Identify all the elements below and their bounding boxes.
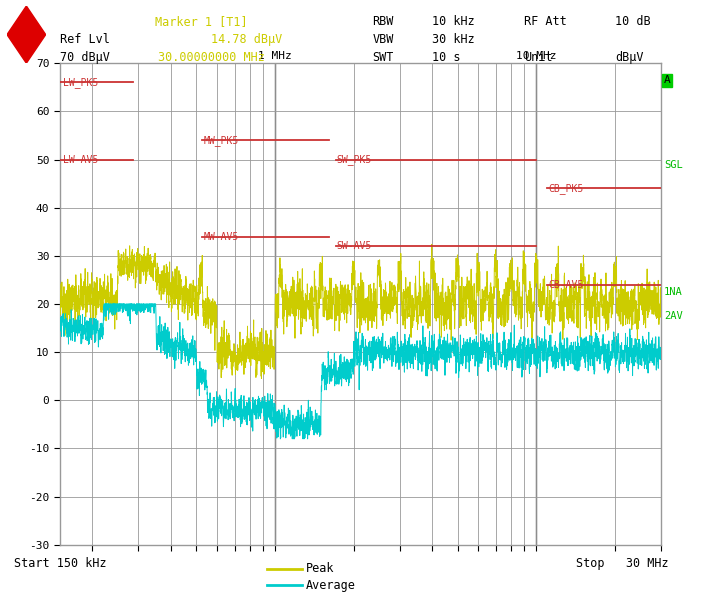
Text: SWT: SWT	[373, 51, 394, 64]
Text: SW_PK5: SW_PK5	[337, 154, 372, 165]
Polygon shape	[7, 6, 46, 63]
Text: Average: Average	[306, 579, 356, 592]
Text: MW-AV5: MW-AV5	[204, 232, 239, 241]
Text: VBW: VBW	[373, 33, 394, 46]
Text: Marker 1 [T1]: Marker 1 [T1]	[155, 15, 247, 28]
Text: Peak: Peak	[306, 562, 335, 576]
Text: A: A	[664, 75, 671, 85]
Text: Start 150 kHz: Start 150 kHz	[14, 557, 107, 570]
Text: MW_PK5: MW_PK5	[204, 135, 239, 146]
Text: Unit: Unit	[524, 51, 553, 64]
Text: SW-AV5: SW-AV5	[337, 241, 372, 251]
Text: Stop   30 MHz: Stop 30 MHz	[576, 557, 669, 570]
Text: 1 MHz: 1 MHz	[258, 51, 292, 61]
Text: 14.78 dBµV: 14.78 dBµV	[211, 33, 282, 46]
Text: CB-AV5: CB-AV5	[548, 280, 583, 290]
Text: 10 MHz: 10 MHz	[516, 51, 557, 61]
Text: 2AV: 2AV	[664, 311, 683, 321]
Text: 1NA: 1NA	[664, 287, 683, 297]
Text: 70 dBµV: 70 dBµV	[60, 51, 110, 64]
Text: Ref Lvl: Ref Lvl	[60, 33, 110, 46]
Text: SGL: SGL	[664, 160, 683, 170]
Text: 10 s: 10 s	[432, 51, 461, 64]
Text: LW-AV5: LW-AV5	[63, 155, 98, 164]
Text: LW_PK5: LW_PK5	[63, 77, 98, 88]
Text: 30 kHz: 30 kHz	[432, 33, 475, 46]
Text: 10 kHz: 10 kHz	[432, 15, 475, 28]
Text: RBW: RBW	[373, 15, 394, 28]
Text: CB_PK5: CB_PK5	[548, 183, 583, 194]
Text: 10 dB: 10 dB	[615, 15, 651, 28]
Text: RF Att: RF Att	[524, 15, 567, 28]
Text: 30.00000000 MHz: 30.00000000 MHz	[158, 51, 265, 64]
Text: dBµV: dBµV	[615, 51, 644, 64]
